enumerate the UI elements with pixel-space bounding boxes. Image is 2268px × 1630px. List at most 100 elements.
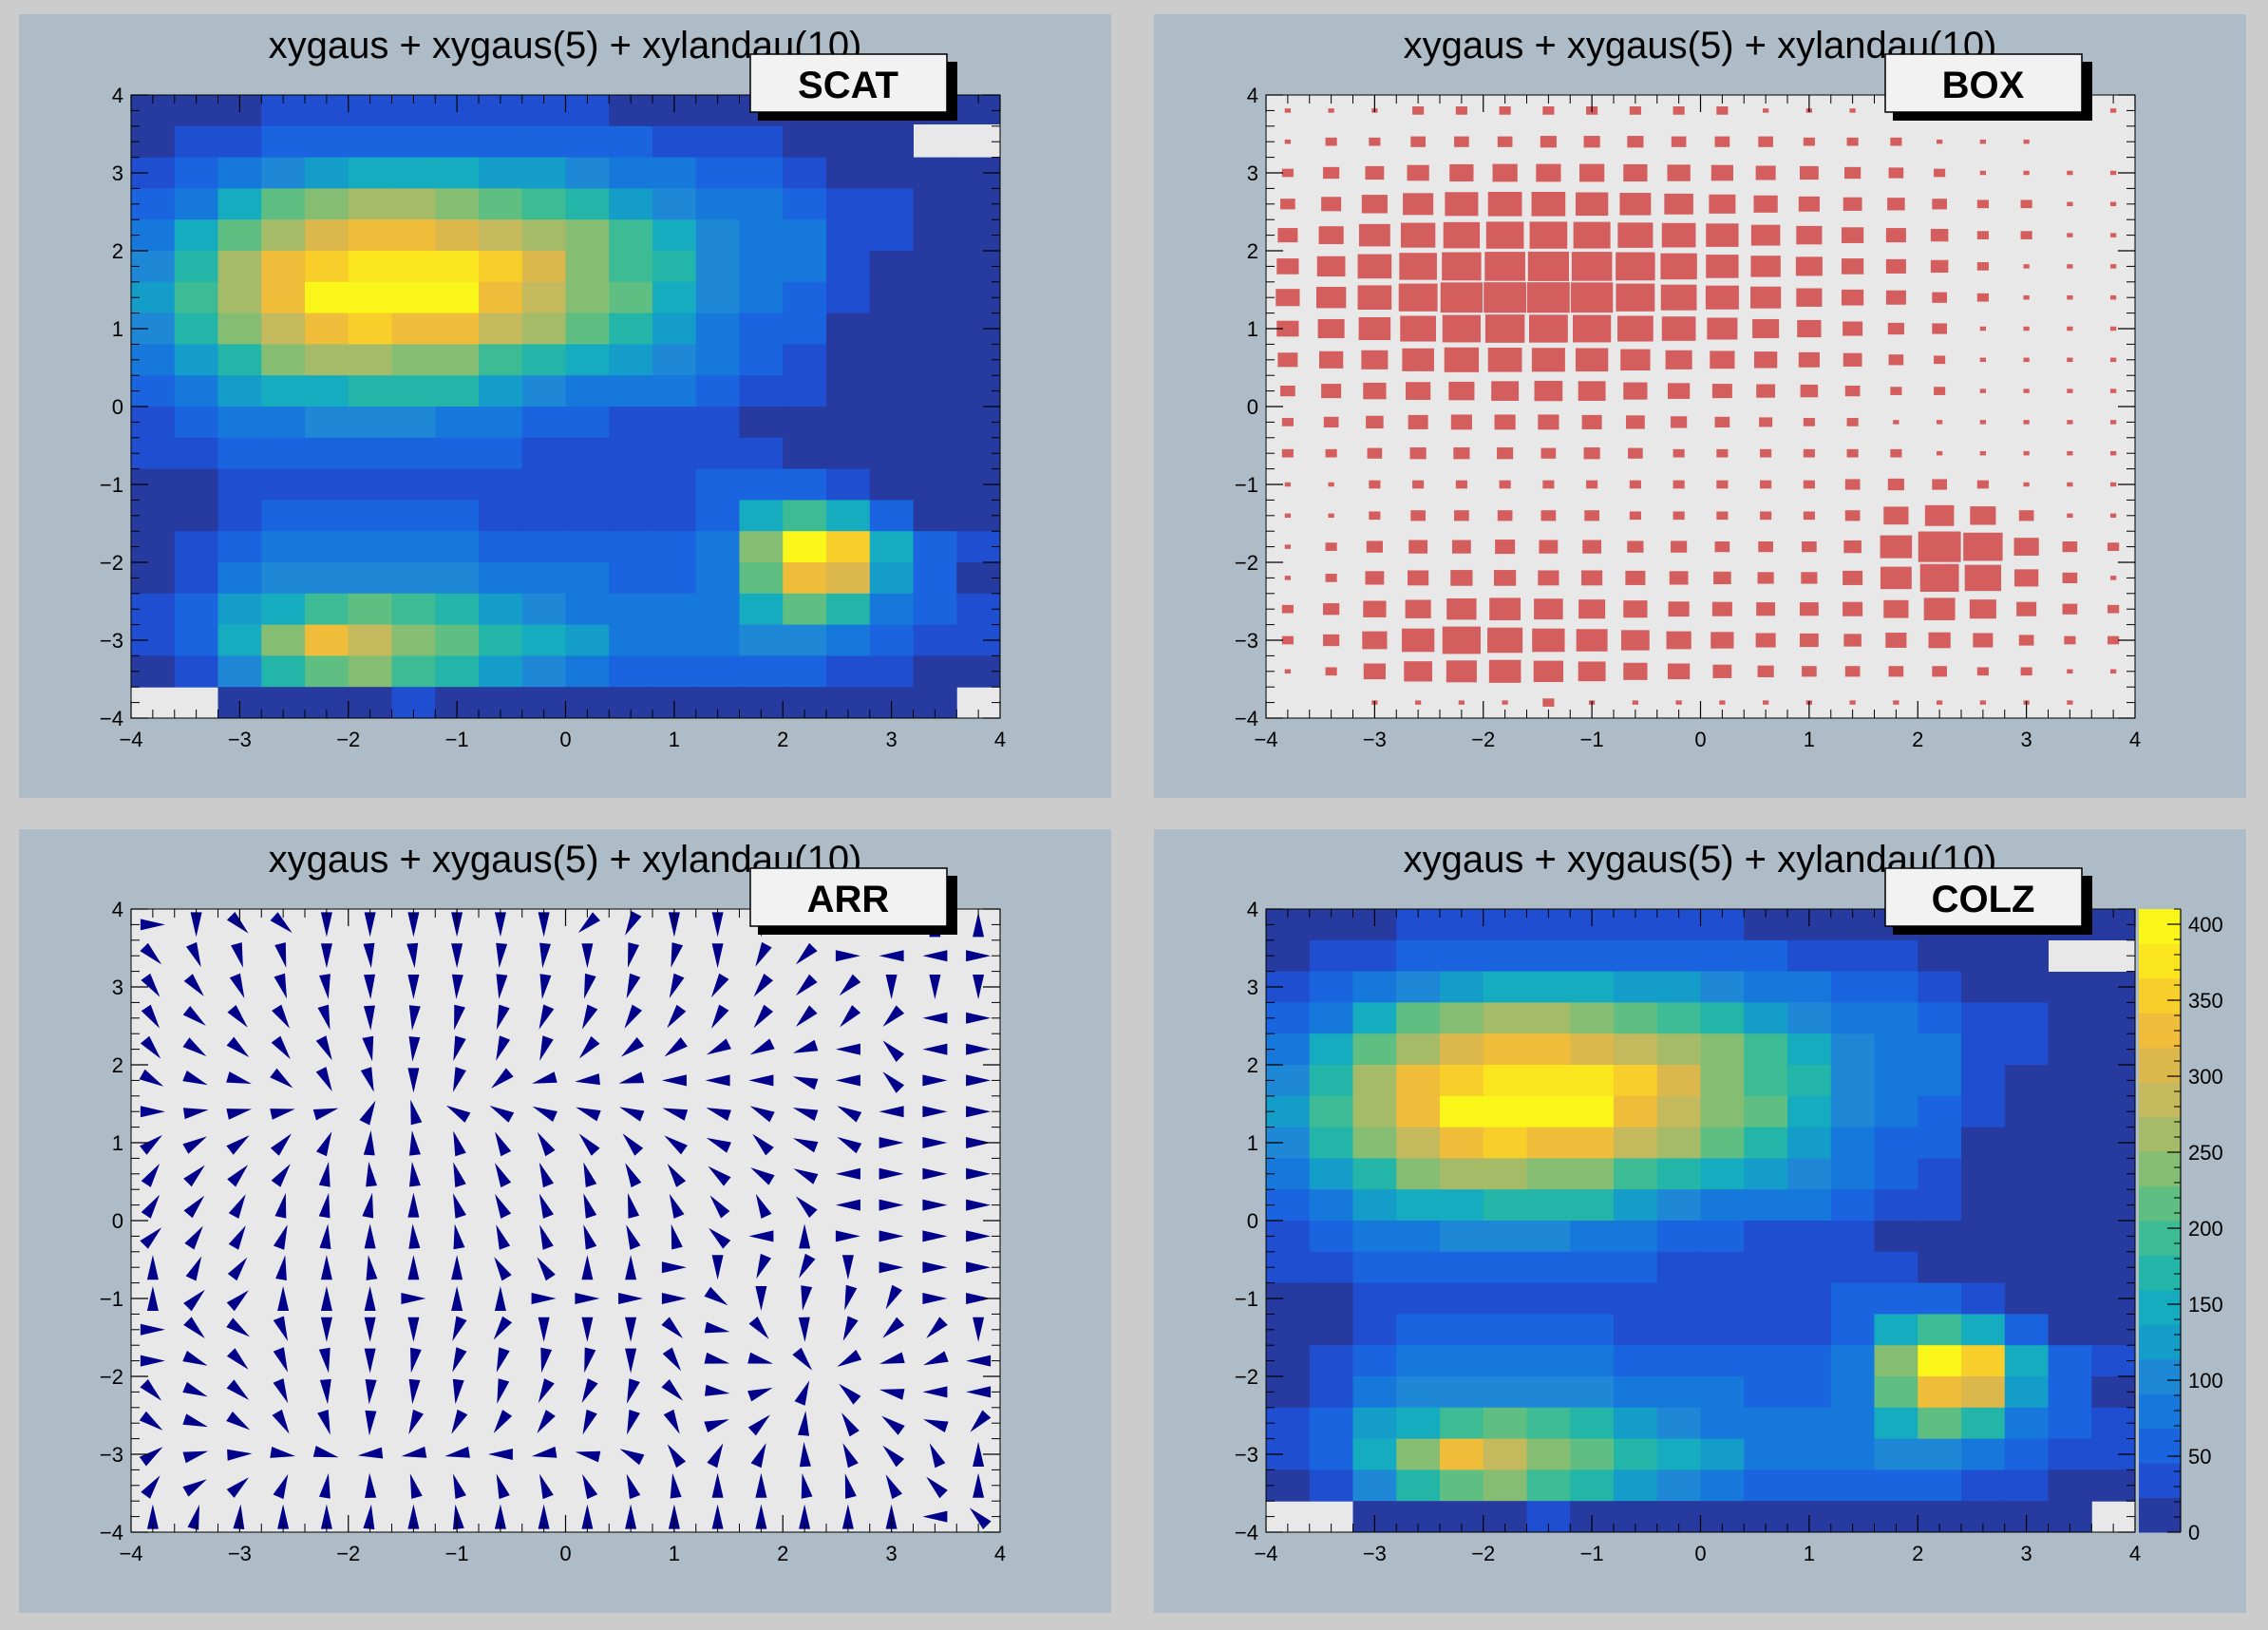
arrow-mark <box>537 1257 556 1281</box>
palette-swatch <box>2139 1221 2181 1256</box>
arrow-mark <box>577 912 600 934</box>
heatmap-cell <box>1570 1127 1615 1159</box>
heatmap-cell <box>1396 1251 1441 1284</box>
heatmap-cell <box>1656 1095 1701 1128</box>
box-cell <box>1489 597 1521 620</box>
heatmap-cell <box>652 593 697 626</box>
arrow-mark <box>183 1289 205 1312</box>
heatmap-cell <box>1744 1376 1788 1409</box>
heatmap-cell <box>521 251 566 283</box>
y-tick-label: 1 <box>112 1131 123 1155</box>
heatmap-cell <box>521 468 566 501</box>
heatmap-cell <box>869 500 914 532</box>
heatmap-cell <box>521 375 566 408</box>
arrow-mark <box>140 1323 165 1336</box>
heatmap-cell <box>652 375 697 408</box>
heatmap-cell <box>305 344 350 376</box>
arrow-mark <box>753 1004 773 1029</box>
heatmap-cell <box>479 407 523 439</box>
arrow-mark <box>140 1035 161 1059</box>
box-cell <box>1281 604 1294 614</box>
box-cell <box>1358 223 1390 247</box>
heatmap-cell <box>1700 1127 1745 1159</box>
arrow-mark <box>755 1286 767 1311</box>
x-tick-label: −1 <box>1580 728 1604 751</box>
arrow-mark <box>625 1348 637 1374</box>
arrow-mark <box>661 1379 684 1401</box>
z-tick-label: 400 <box>2188 913 2223 937</box>
x-tick-label: 4 <box>2129 1542 2141 1565</box>
heatmap-cell <box>652 562 697 595</box>
y-tick-label: −4 <box>100 707 123 730</box>
palette-swatch <box>2139 1185 2181 1222</box>
heatmap-cell <box>2048 1221 2092 1253</box>
heatmap-cell <box>1918 1033 1962 1066</box>
heatmap-cell <box>869 624 914 656</box>
y-tick-label: 4 <box>112 84 123 107</box>
heatmap-cell <box>869 593 914 626</box>
heatmap-cell <box>391 531 436 563</box>
box-cell <box>1629 511 1641 521</box>
heatmap-cell <box>652 251 697 283</box>
heatmap-cell <box>348 344 392 376</box>
box-cell <box>1623 382 1648 400</box>
heatmap-cell <box>609 562 653 595</box>
arrow-mark <box>966 1106 992 1118</box>
heatmap-cell <box>348 624 392 656</box>
arrow-mark <box>799 1223 811 1249</box>
heatmap-cell <box>217 251 262 283</box>
heatmap-cell <box>1874 1407 1918 1440</box>
arrow-mark <box>882 1005 905 1027</box>
heatmap-cell <box>1918 1314 1962 1346</box>
box-cell <box>1668 663 1691 680</box>
heatmap-cell <box>1396 1095 1441 1128</box>
box-cell <box>1366 415 1384 429</box>
heatmap-cell <box>913 219 957 252</box>
heatmap-cell <box>217 281 262 314</box>
heatmap-cell <box>2004 1407 2049 1440</box>
box-cell <box>2109 294 2117 300</box>
heatmap-cell <box>695 157 740 189</box>
arrow-mark <box>360 1067 374 1092</box>
heatmap-cell <box>1440 1438 1484 1470</box>
box-cell <box>1706 255 1739 278</box>
arrow-mark <box>879 1199 904 1211</box>
box-cell <box>2023 389 2030 393</box>
palette-swatch <box>2139 1463 2181 1499</box>
box-cell <box>1661 316 1696 341</box>
palette-swatch <box>2139 1255 2181 1291</box>
heatmap-cell <box>1526 1033 1571 1066</box>
arrow-mark <box>748 1230 774 1242</box>
arrow-mark <box>272 1004 290 1029</box>
heatmap-cell <box>174 375 218 408</box>
heatmap-cell <box>1700 1251 1745 1284</box>
y-tick-label: −2 <box>1235 1365 1258 1389</box>
heatmap-cell <box>261 437 306 470</box>
heatmap-cell <box>1787 1376 1832 1409</box>
box-cell <box>2067 233 2073 237</box>
arrow-mark <box>407 1255 420 1280</box>
heatmap-cell <box>1570 1282 1615 1315</box>
box-cell <box>1538 414 1559 430</box>
box-cell <box>1284 108 1291 113</box>
arrow-mark <box>922 1074 948 1087</box>
arrow-mark <box>583 1193 597 1219</box>
arrow-mark <box>799 1504 811 1529</box>
arrow-mark <box>139 1411 163 1431</box>
box-cell <box>1979 326 1986 332</box>
box-cell <box>1404 661 1432 682</box>
box-cell <box>1487 192 1522 217</box>
heatmap-cell <box>739 593 784 626</box>
box-cell <box>1542 698 1555 707</box>
heatmap-cell <box>783 281 827 314</box>
heatmap-cell <box>217 344 262 376</box>
arrow-mark <box>750 1167 775 1185</box>
arrow-mark <box>581 1378 598 1403</box>
heatmap-cell <box>391 219 436 252</box>
heatmap-cell <box>2004 939 2049 973</box>
